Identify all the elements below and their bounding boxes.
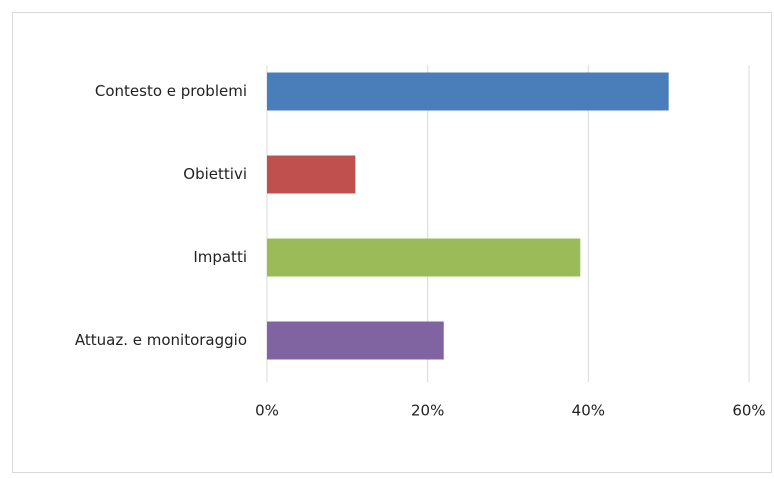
x-tick-label: 40% <box>572 402 605 420</box>
x-tick-label: 60% <box>732 402 765 420</box>
y-tick-label: Contesto e problemi <box>95 82 247 100</box>
x-tick-label: 20% <box>411 402 444 420</box>
x-tick-label: 0% <box>255 402 279 420</box>
bar <box>267 72 669 111</box>
y-tick-label: Obiettivi <box>183 165 247 183</box>
y-tick-label: Attuaz. e monitoraggio <box>75 331 247 349</box>
bar <box>267 238 581 277</box>
bar <box>267 155 356 194</box>
bar <box>267 321 444 360</box>
y-tick-label: Impatti <box>193 248 247 266</box>
